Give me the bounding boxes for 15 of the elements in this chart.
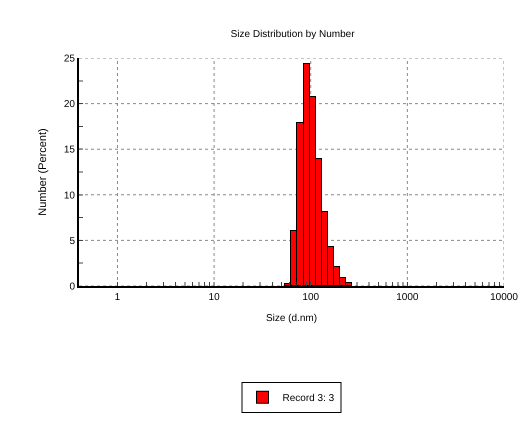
legend-label: Record 3: 3 (282, 393, 335, 404)
chart-title: Size Distribution by Number (230, 28, 356, 40)
y-tick-label: 15 (64, 144, 76, 156)
y-axis-title: Number (Percent) (37, 128, 49, 216)
y-tick-label: 5 (69, 236, 76, 247)
y-tick-label: 10 (64, 190, 76, 202)
x-tick-label: 1 (114, 292, 121, 303)
y-tick-label: 0 (69, 282, 76, 292)
x-axis-title: Size (d.nm) (266, 313, 318, 324)
x-tick-label: 10000 (490, 292, 518, 303)
y-tick-label: 25 (64, 54, 76, 64)
x-tick-label: 100 (302, 292, 320, 303)
x-tick-label: 1000 (396, 292, 419, 303)
y-tick-label: 20 (64, 99, 76, 110)
x-tick-label: 10 (208, 292, 220, 303)
